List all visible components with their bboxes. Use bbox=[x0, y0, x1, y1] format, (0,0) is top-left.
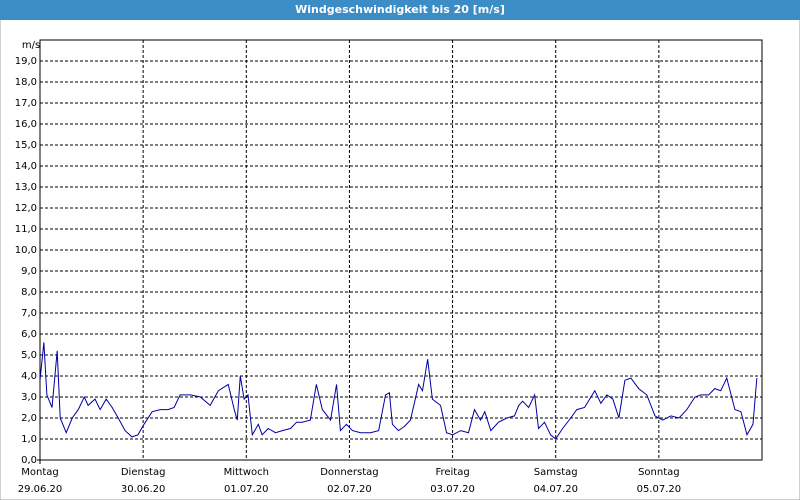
y-tick-label: 6,0 bbox=[21, 329, 37, 340]
y-tick-label: 14,0 bbox=[15, 161, 37, 172]
y-tick-label: 9,0 bbox=[21, 266, 37, 277]
y-tick-label: 17,0 bbox=[15, 98, 37, 109]
y-tick-label: 1,0 bbox=[21, 434, 37, 445]
x-tick-label: 30.06.20 bbox=[121, 484, 166, 495]
y-tick-label: 0,0 bbox=[21, 455, 37, 466]
x-tick-label: 04.07.20 bbox=[533, 484, 578, 495]
x-tick-label: Sonntag bbox=[638, 467, 680, 478]
title-bar bbox=[0, 0, 800, 20]
y-tick-label: 13,0 bbox=[15, 182, 37, 193]
y-tick-label: 19,0 bbox=[15, 56, 37, 67]
chart-title: Windgeschwindigkeit bis 20 [m/s] bbox=[295, 3, 505, 16]
y-tick-label: 8,0 bbox=[21, 287, 37, 298]
x-tick-label: Montag bbox=[21, 467, 58, 478]
x-tick-label: Freitag bbox=[435, 467, 469, 478]
x-tick-label: Samstag bbox=[534, 467, 578, 478]
plot-border bbox=[39, 39, 763, 461]
y-axis-label: m/s bbox=[22, 40, 40, 51]
y-tick-label: 7,0 bbox=[21, 308, 37, 319]
plot-area: 0,0 1,0 2,0 3,0 4,0 5,0 6,0 7,0 8,0 9,0 10,0 11,0 12… bbox=[15, 39, 763, 495]
y-tick-label: 4,0 bbox=[21, 371, 37, 382]
x-tick-label: Dienstag bbox=[121, 467, 166, 478]
y-tick-label: 11,0 bbox=[15, 224, 37, 235]
data-line bbox=[39, 342, 758, 440]
y-tick-label: 3,0 bbox=[21, 392, 37, 403]
y-tick-label: 5,0 bbox=[21, 350, 37, 361]
y-tick-label: 18,0 bbox=[15, 77, 37, 88]
x-tick-label: 05.07.20 bbox=[637, 484, 682, 495]
y-tick-label: 10,0 bbox=[15, 245, 37, 256]
y-tick-label: 12,0 bbox=[15, 203, 37, 214]
y-tick-label: 15,0 bbox=[15, 140, 37, 151]
y-tick-label: 2,0 bbox=[21, 413, 37, 424]
x-tick-label: 02.07.20 bbox=[327, 484, 372, 495]
x-tick-label: Donnerstag bbox=[320, 467, 378, 478]
x-tick-label: 29.06.20 bbox=[18, 484, 63, 495]
x-tick-label: 03.07.20 bbox=[430, 484, 475, 495]
x-tick-label: 01.07.20 bbox=[224, 484, 269, 495]
x-tick-label: Mittwoch bbox=[224, 467, 269, 478]
y-tick-label: 16,0 bbox=[15, 119, 37, 130]
